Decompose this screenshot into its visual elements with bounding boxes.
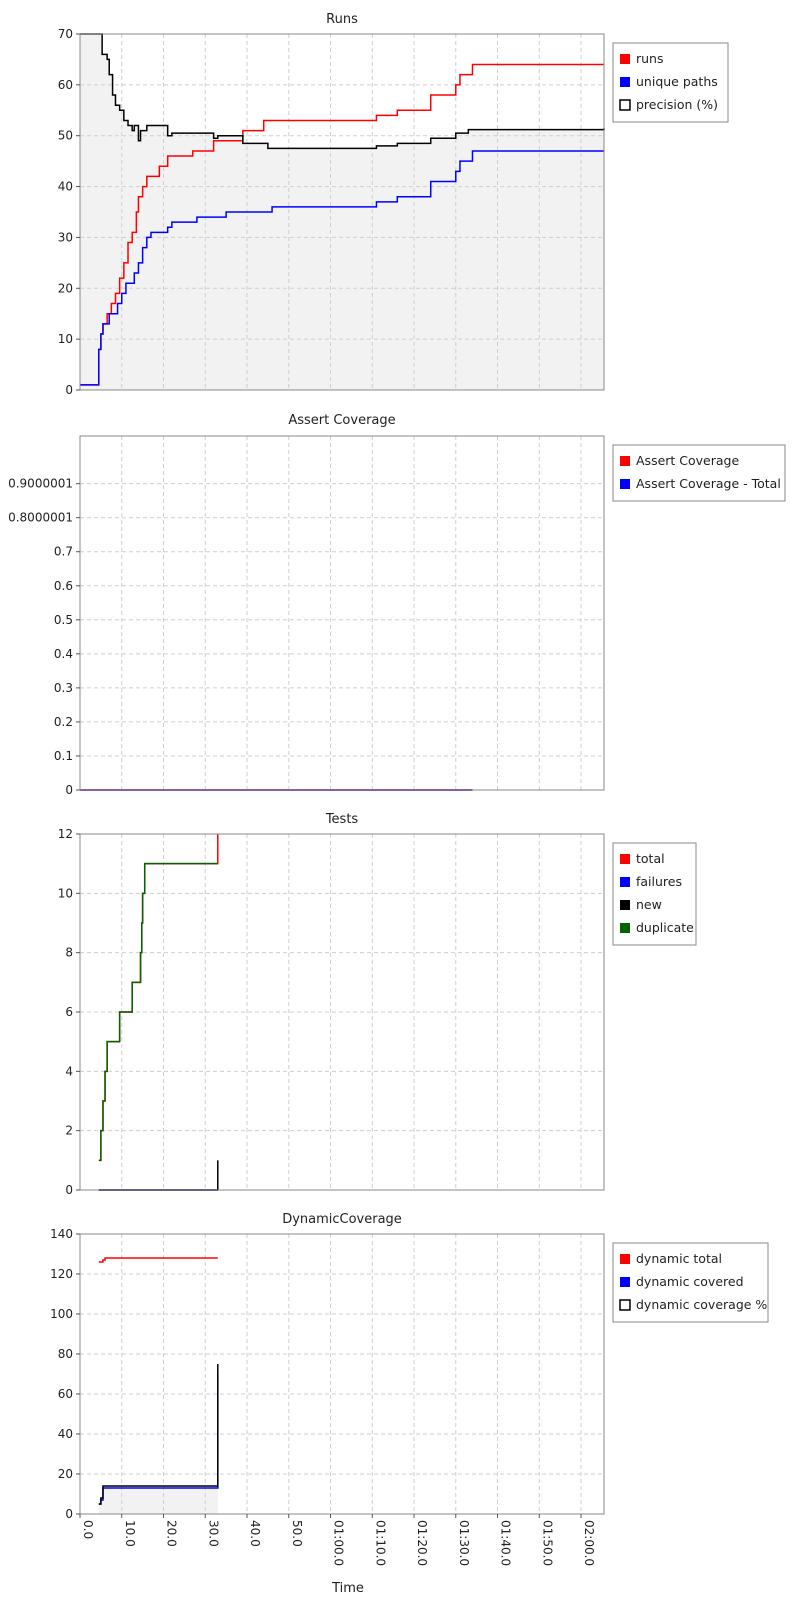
y-tick-label: 80 (58, 1347, 73, 1361)
x-tick-label: 50.0 (290, 1520, 304, 1547)
plot-area (80, 1234, 604, 1514)
y-tick-label: 20 (58, 1467, 73, 1481)
y-tick-label: 0.3 (54, 681, 73, 695)
y-tick-label: 2 (65, 1124, 73, 1138)
series-line-duplicate (98, 862, 218, 1162)
plot-area (80, 436, 604, 790)
series-line-unique-paths (80, 150, 604, 386)
y-tick-label: 0 (65, 783, 73, 797)
y-tick-label: 0.6 (54, 579, 73, 593)
legend-label: runs (636, 51, 664, 66)
y-tick-label: 0.7 (54, 545, 73, 559)
legend-label: duplicate (636, 920, 694, 935)
y-tick-label: 4 (65, 1064, 73, 1078)
legend-swatch (620, 77, 630, 87)
chart-title: Assert Coverage (288, 413, 395, 428)
legend-swatch (619, 99, 631, 111)
legend-label: Assert Coverage (636, 453, 739, 468)
chart-title: Tests (325, 812, 359, 827)
y-tick-label: 70 (58, 27, 73, 41)
y-tick-label: 30 (58, 230, 73, 244)
x-tick-label: 01:40.0 (499, 1520, 513, 1566)
legend-swatch (620, 1254, 630, 1264)
x-tick-label: 01:30.0 (457, 1520, 471, 1566)
y-tick-label: 0.2 (54, 715, 73, 729)
series-line-dynamic-total (98, 1257, 218, 1263)
legend-box (612, 444, 786, 502)
legend-label: unique paths (636, 74, 718, 89)
x-axis-label: Time (331, 1581, 364, 1596)
y-tick-label: 40 (58, 1427, 73, 1441)
x-tick-label: 30.0 (206, 1520, 220, 1547)
x-tick-label: 01:00.0 (332, 1520, 346, 1566)
y-tick-label: 0 (65, 1507, 73, 1521)
x-tick-label: 01:10.0 (373, 1520, 387, 1566)
legend-swatch (620, 877, 630, 887)
chart-title: Runs (326, 12, 358, 27)
chart-panel-4: 0 20 40 60 80 100 120 140 DynamicCoverage dynamic… (50, 1212, 769, 1521)
legend-swatch (620, 923, 630, 933)
chart-panel-2: 0 0.1 0.2 0.3 0.4 0.5 0.6 0.7 0.8000001 0.9000001… (8, 413, 786, 797)
x-tick-label: 0.0 (81, 1520, 95, 1539)
y-tick-label: 60 (58, 78, 73, 92)
y-tick-label: 0 (65, 1183, 73, 1197)
legend-label: failures (636, 874, 682, 889)
legend-label: Assert Coverage - Total (636, 476, 781, 491)
x-tick-label: 10.0 (123, 1520, 137, 1547)
y-tick-label: 0.4 (54, 647, 73, 661)
y-tick-label: 40 (58, 180, 73, 194)
legend-label: dynamic total (636, 1251, 722, 1266)
series-fill-3 (80, 34, 604, 390)
series-line-runs (80, 63, 604, 386)
y-tick-label: 0.8000001 (8, 511, 73, 525)
x-tick-label: 01:50.0 (540, 1520, 554, 1566)
y-tick-label: 0.5 (54, 613, 73, 627)
series-line-dynamic-coverage- (98, 1364, 219, 1505)
legend-swatch (620, 1277, 630, 1287)
legend-swatch (620, 854, 630, 864)
legend-swatch (620, 479, 630, 489)
legend-swatch (620, 900, 630, 910)
series-fill-3 (98, 1364, 218, 1514)
legend-label: dynamic covered (636, 1274, 744, 1289)
legend-box (612, 42, 729, 123)
legend-swatch (620, 456, 630, 466)
y-tick-label: 50 (58, 129, 73, 143)
y-tick-label: 120 (50, 1267, 73, 1281)
y-tick-label: 12 (58, 827, 73, 841)
x-tick-label: 02:00.0 (582, 1520, 596, 1566)
chart-title: DynamicCoverage (282, 1212, 402, 1227)
y-tick-label: 140 (50, 1227, 73, 1241)
legend-label: dynamic coverage % (636, 1297, 767, 1312)
legend-swatch (620, 54, 630, 64)
y-tick-label: 10 (58, 332, 73, 346)
y-tick-label: 0.1 (54, 749, 73, 763)
y-tick-label: 20 (58, 281, 73, 295)
y-tick-label: 100 (50, 1307, 73, 1321)
legend-label: total (636, 851, 665, 866)
y-tick-label: 0 (65, 383, 73, 397)
y-tick-label: 10 (58, 886, 73, 900)
legend-label: precision (%) (636, 97, 718, 112)
chart-panel-3: 0 2 4 6 8 10 12 Tests total failures new duplicate (58, 812, 697, 1197)
legend-swatch (619, 1299, 631, 1311)
legend-box (612, 1242, 769, 1323)
legend-label: new (636, 897, 662, 912)
y-tick-label: 0.9000001 (8, 477, 73, 491)
x-tick-label: 40.0 (248, 1520, 262, 1547)
y-tick-label: 6 (65, 1005, 73, 1019)
series-line-precision- (80, 33, 605, 150)
chart-panel-1: 0 10 20 30 40 50 60 70 Runs runs unique paths preci… (58, 12, 729, 397)
plot-frame (79, 1233, 605, 1515)
plot-frame (79, 33, 605, 391)
y-tick-label: 60 (58, 1387, 73, 1401)
plot-frame (79, 435, 605, 791)
x-tick-label: 01:20.0 (415, 1520, 429, 1566)
y-tick-label: 8 (65, 946, 73, 960)
x-tick-label: 20.0 (165, 1520, 179, 1547)
